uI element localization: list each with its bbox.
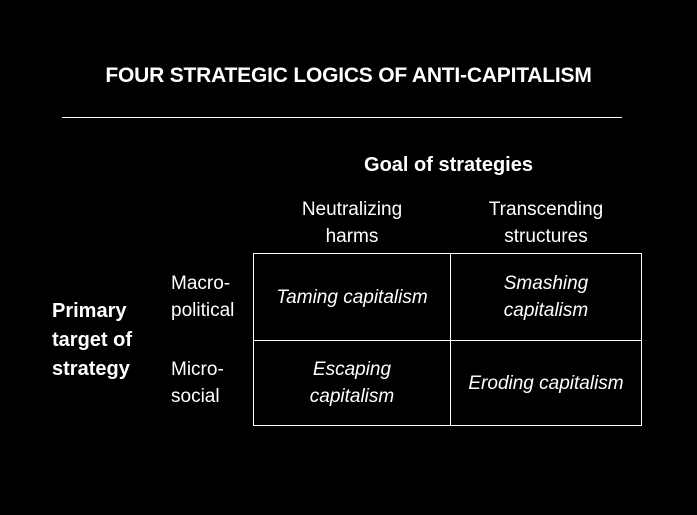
- cell-smashing-capitalism: Smashing capitalism: [451, 254, 641, 340]
- cell-line: Eroding capitalism: [468, 372, 624, 394]
- matrix-horizontal-divider: [254, 340, 641, 341]
- strategy-matrix: Taming capitalism Smashing capitalism Es…: [253, 253, 642, 426]
- matrix-vertical-divider: [450, 254, 451, 425]
- column-header-line: Neutralizing: [301, 199, 403, 220]
- row-header-line: Micro-: [171, 359, 224, 380]
- row-header-line: social: [171, 386, 220, 407]
- row-axis-heading-line: Primary: [52, 300, 127, 322]
- cell-escaping-capitalism: Escaping capitalism: [254, 341, 450, 425]
- column-header-line: Transcending: [488, 199, 604, 220]
- row-header-micro-social: Micro- social: [171, 356, 224, 410]
- row-header-line: Macro-: [171, 273, 231, 294]
- column-header-neutralizing-harms: Neutralizing harms: [254, 196, 450, 250]
- cell-line: Escaping: [312, 359, 392, 380]
- row-axis-heading-line: strategy: [52, 358, 130, 380]
- cell-eroding-capitalism: Eroding capitalism: [451, 341, 641, 425]
- row-axis-heading: Primary target of strategy: [52, 297, 132, 384]
- column-header-line: harms: [325, 226, 379, 247]
- row-axis-heading-line: target of: [52, 329, 132, 351]
- cell-line: Smashing: [503, 273, 589, 294]
- row-header-macro-political: Macro- political: [171, 270, 234, 324]
- diagram-title: FOUR STRATEGIC LOGICS OF ANTI-CAPITALISM: [105, 64, 592, 87]
- column-axis-heading: Goal of strategies: [364, 154, 533, 176]
- column-header-line: structures: [504, 226, 588, 247]
- row-header-line: political: [171, 300, 235, 321]
- column-header-transcending-structures: Transcending structures: [450, 196, 642, 250]
- title-divider: [62, 117, 622, 118]
- cell-taming-capitalism: Taming capitalism: [254, 254, 450, 340]
- cell-line: capitalism: [503, 300, 589, 321]
- cell-line: capitalism: [309, 386, 395, 407]
- cell-line: Taming capitalism: [276, 286, 428, 308]
